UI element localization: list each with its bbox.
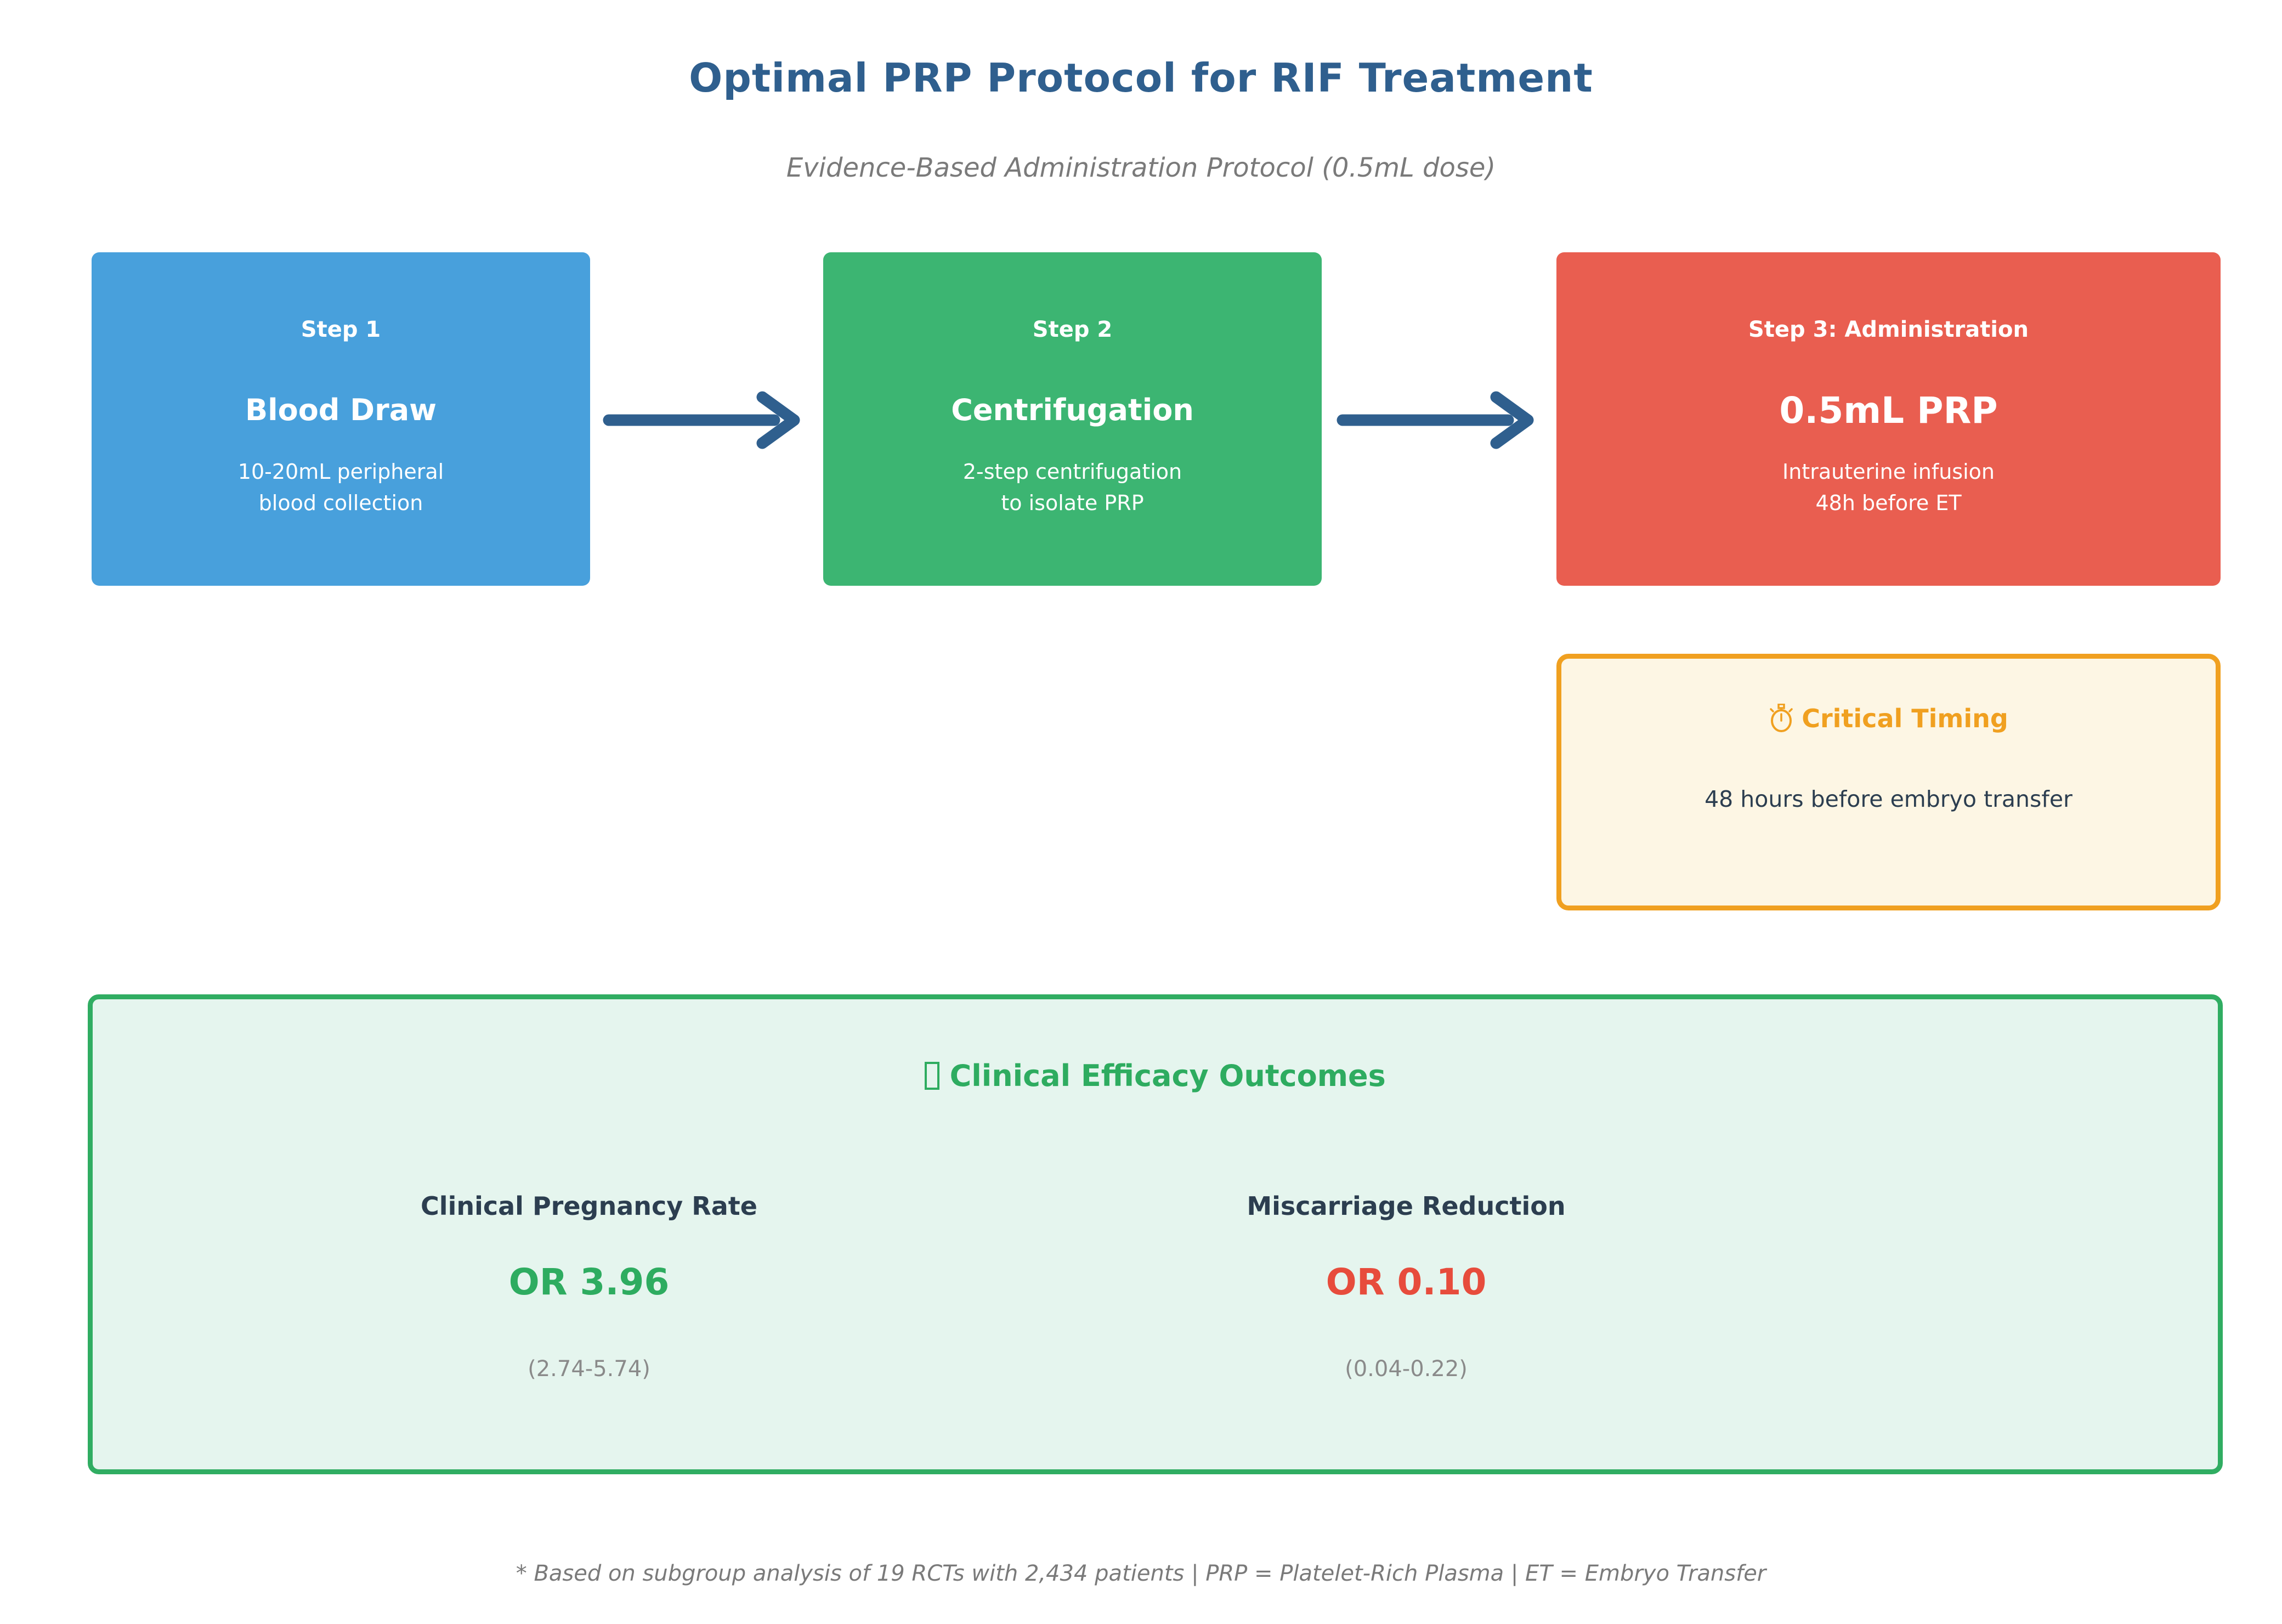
step-name: 0.5mL PRP <box>1779 389 1998 432</box>
outcomes-title-text: Clinical Efficacy Outcomes <box>949 1059 1386 1093</box>
outcome-confidence-interval: (0.04-0.22) <box>1345 1356 1468 1382</box>
step-box-blood-draw: Step 1 Blood Draw 10-20mL peripheral blo… <box>92 252 590 586</box>
step-details: 2-step centrifugation to isolate PRP <box>962 460 1182 515</box>
flow-arrow-icon <box>603 391 800 449</box>
outcomes-title: Clinical Efficacy Outcomes <box>93 1059 2218 1093</box>
timing-title: Critical Timing <box>1561 703 2216 733</box>
step-details: 10-20mL peripheral blood collection <box>237 460 444 515</box>
step-box-administration: Step 3: Administration 0.5mL PRP Intraut… <box>1556 252 2221 586</box>
step-details: Intrauterine infusion 48h before ET <box>1782 460 1995 515</box>
page-subtitle: Evidence-Based Administration Protocol (… <box>786 152 1496 183</box>
step-label: Step 3: Administration <box>1748 317 2029 342</box>
footnote: * Based on subgroup analysis of 19 RCTs … <box>516 1561 1766 1586</box>
outcome-confidence-interval: (2.74-5.74) <box>528 1356 650 1382</box>
step-name: Blood Draw <box>245 393 437 427</box>
step-label: Step 2 <box>1032 317 1113 342</box>
step-name: Centrifugation <box>951 393 1194 427</box>
critical-timing-card: Critical Timing 48 hours before embryo t… <box>1556 654 2221 910</box>
step-label: Step 1 <box>301 317 381 342</box>
outcome-value: OR 3.96 <box>508 1261 670 1303</box>
stopwatch-icon <box>1770 703 1793 732</box>
step-box-centrifugation: Step 2 Centrifugation 2-step centrifugat… <box>823 252 1322 586</box>
timing-title-text: Critical Timing <box>1802 704 2008 733</box>
missing-glyph-placeholder-icon <box>925 1062 940 1090</box>
outcome-pregnancy-rate: Clinical Pregnancy Rate OR 3.96 (2.74-5.… <box>260 999 918 1469</box>
outcome-label: Miscarriage Reduction <box>1247 1191 1566 1221</box>
page-title: Optimal PRP Protocol for RIF Treatment <box>689 55 1593 101</box>
outcome-value: OR 0.10 <box>1326 1261 1487 1303</box>
outcome-miscarriage-reduction: Miscarriage Reduction OR 0.10 (0.04-0.22… <box>1077 999 1735 1469</box>
clinical-efficacy-card: Clinical Efficacy Outcomes Clinical Preg… <box>88 994 2223 1474</box>
flow-arrow-icon <box>1337 391 1534 449</box>
timing-text: 48 hours before embryo transfer <box>1705 786 2073 812</box>
outcome-label: Clinical Pregnancy Rate <box>421 1191 757 1221</box>
